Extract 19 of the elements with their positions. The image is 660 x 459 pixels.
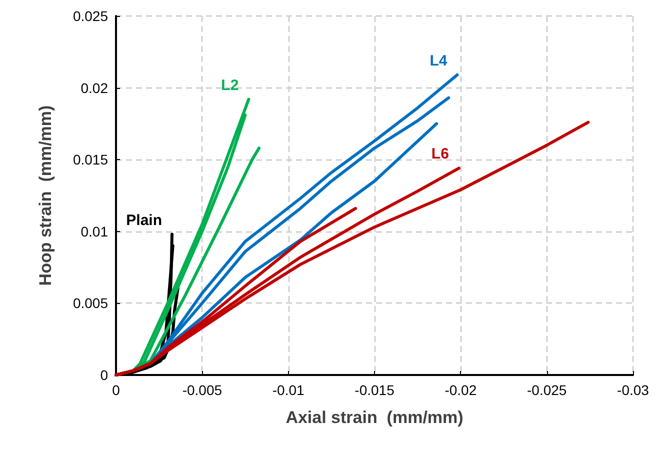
x-tick-label: -0.03 bbox=[617, 382, 650, 398]
series-label: L4 bbox=[430, 52, 448, 70]
x-tick-label: -0.01 bbox=[272, 382, 304, 398]
y-tick-label: 0 bbox=[100, 367, 108, 383]
series-label: L2 bbox=[221, 76, 239, 94]
series-label: Plain bbox=[126, 212, 162, 229]
x-tick-label: -0.02 bbox=[444, 382, 477, 398]
x-tick-label: -0.015 bbox=[354, 382, 395, 398]
x-tick-label: 0 bbox=[112, 382, 120, 398]
y-axis-title: Hoop strain (mm/mm) bbox=[36, 105, 55, 286]
y-tick-label: 0.005 bbox=[72, 295, 108, 312]
x-tick-label: -0.005 bbox=[182, 382, 222, 398]
y-tick-label: 0.025 bbox=[72, 8, 108, 24]
y-tick-label: 0.015 bbox=[72, 152, 108, 168]
series-label: L6 bbox=[431, 146, 449, 163]
y-tick-label: 0.01 bbox=[80, 223, 108, 240]
x-axis-title: Axial strain (mm/mm) bbox=[286, 408, 464, 427]
x-tick-label: -0.025 bbox=[526, 382, 567, 398]
y-tick-label: 0.02 bbox=[80, 80, 108, 96]
